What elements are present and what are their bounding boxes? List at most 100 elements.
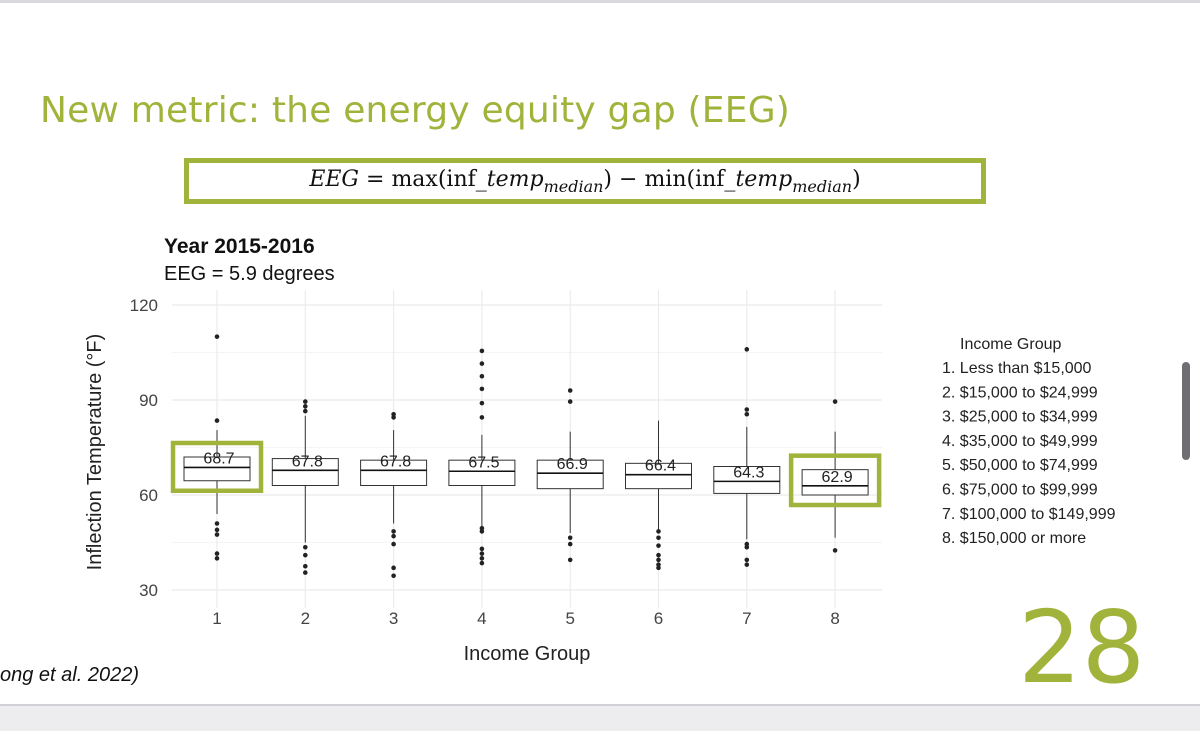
formula-minus: −: [612, 166, 645, 192]
y-tick-label: 60: [139, 486, 158, 505]
outlier-point: [479, 386, 485, 392]
median-label: 68.7: [203, 450, 234, 467]
legend-item: 1. Less than $15,000: [942, 360, 1092, 377]
box-iqr: [448, 459, 516, 486]
x-tick-label: 5: [565, 609, 574, 628]
median-label: 67.8: [292, 453, 323, 470]
outlier-point: [214, 418, 220, 423]
legend-item: 4. $35,000 to $49,999: [942, 433, 1098, 450]
y-tick-label: 120: [130, 296, 158, 315]
y-tick-label: 30: [139, 581, 158, 600]
outlier-point: [744, 544, 750, 550]
citation: ong et al. 2022): [0, 664, 139, 686]
y-tick-label: 90: [139, 391, 158, 410]
eeg-formula: EEG = max(inf_tempmedian) − min(inf_temp…: [309, 167, 860, 196]
outlier-point: [479, 546, 485, 552]
formula-equals: =: [359, 166, 392, 192]
box-iqr: [360, 459, 428, 486]
outlier-point: [744, 407, 750, 412]
x-tick-label: 8: [830, 609, 839, 628]
outlier-point: [744, 562, 750, 567]
outlier-point: [744, 411, 750, 417]
formula-sub-min: median: [792, 176, 853, 196]
outlier-point: [567, 388, 573, 393]
x-tick-label: 7: [742, 609, 751, 628]
formula-var-max: temp: [486, 166, 544, 192]
legend-item: 3. $25,000 to $34,999: [942, 409, 1098, 426]
outlier-point: [832, 548, 838, 553]
outlier-point: [214, 556, 220, 561]
highlight-box: [788, 453, 882, 508]
outlier-point: [479, 551, 485, 556]
outlier-point: [567, 399, 573, 404]
highlight-box: [170, 440, 264, 493]
outlier-point: [656, 529, 661, 534]
outlier-point: [214, 551, 220, 556]
outlier-point: [656, 535, 661, 541]
median-label: 66.9: [557, 456, 588, 473]
formula-box: EEG = max(inf_tempmedian) − min(inf_temp…: [184, 158, 986, 204]
outlier-point: [391, 541, 396, 547]
chart-subtitle: EEG = 5.9 degrees: [164, 263, 335, 285]
outlier-point: [744, 557, 750, 563]
outlier-point: [832, 399, 838, 404]
page-number: 28: [1018, 589, 1146, 706]
legend-item: 7. $100,000 to $149,999: [942, 506, 1116, 523]
outlier-point: [391, 573, 396, 579]
outlier-point: [656, 552, 661, 558]
median-label: 62.9: [822, 469, 853, 486]
median-label: 67.8: [380, 453, 411, 470]
outlier-point: [479, 373, 485, 379]
box-iqr: [713, 466, 781, 494]
outlier-point: [391, 529, 396, 534]
x-tick-label: 6: [654, 609, 663, 628]
outlier-point: [656, 565, 661, 571]
outlier-point: [656, 543, 661, 548]
top-divider: [0, 0, 1200, 3]
plot-panel: [172, 290, 882, 608]
outlier-point: [479, 348, 485, 354]
formula-max: max(inf_: [391, 166, 487, 192]
outlier-point: [744, 347, 750, 352]
outlier-point: [479, 361, 485, 366]
median-label: 64.3: [733, 464, 764, 481]
box-iqr: [801, 469, 869, 496]
outlier-point: [214, 532, 220, 537]
box-iqr: [625, 462, 692, 490]
outlier-point: [303, 570, 308, 575]
formula-sub-max: median: [543, 176, 604, 196]
outlier-point: [303, 563, 308, 569]
median-label: 67.5: [468, 454, 499, 471]
outlier-point: [479, 556, 485, 561]
x-tick-label: 2: [301, 609, 310, 628]
slide-title: New metric: the energy equity gap (EEG): [40, 90, 791, 131]
legend-item: 2. $15,000 to $24,999: [942, 384, 1098, 401]
outlier-point: [214, 521, 220, 526]
scrollbar-thumb[interactable]: [1182, 362, 1190, 460]
y-axis-label: Inflection Temperature (°F): [84, 334, 106, 571]
legend-title: Income Group: [960, 336, 1061, 353]
x-tick-label: 1: [212, 609, 221, 628]
x-tick-label: 4: [477, 609, 486, 628]
chart-title: Year 2015-2016: [164, 235, 315, 258]
x-axis-label: Income Group: [464, 643, 591, 665]
formula-close-max: ): [603, 166, 613, 192]
outlier-point: [214, 334, 220, 339]
outlier-point: [303, 544, 308, 550]
outlier-point: [479, 525, 485, 531]
formula-close-min: ): [852, 166, 861, 192]
outlier-point: [391, 415, 396, 420]
box-iqr: [183, 456, 251, 482]
legend-item: 6. $75,000 to $99,999: [942, 482, 1098, 499]
outlier-point: [391, 411, 396, 417]
formula-lhs: EEG: [309, 166, 360, 192]
outlier-point: [303, 404, 308, 409]
formula-var-min: temp: [735, 166, 793, 192]
outlier-point: [744, 541, 750, 547]
box-iqr: [271, 458, 339, 487]
outlier-point: [656, 557, 661, 563]
median-label: 66.4: [645, 458, 676, 475]
outlier-point: [479, 560, 485, 566]
outlier-point: [567, 535, 573, 541]
